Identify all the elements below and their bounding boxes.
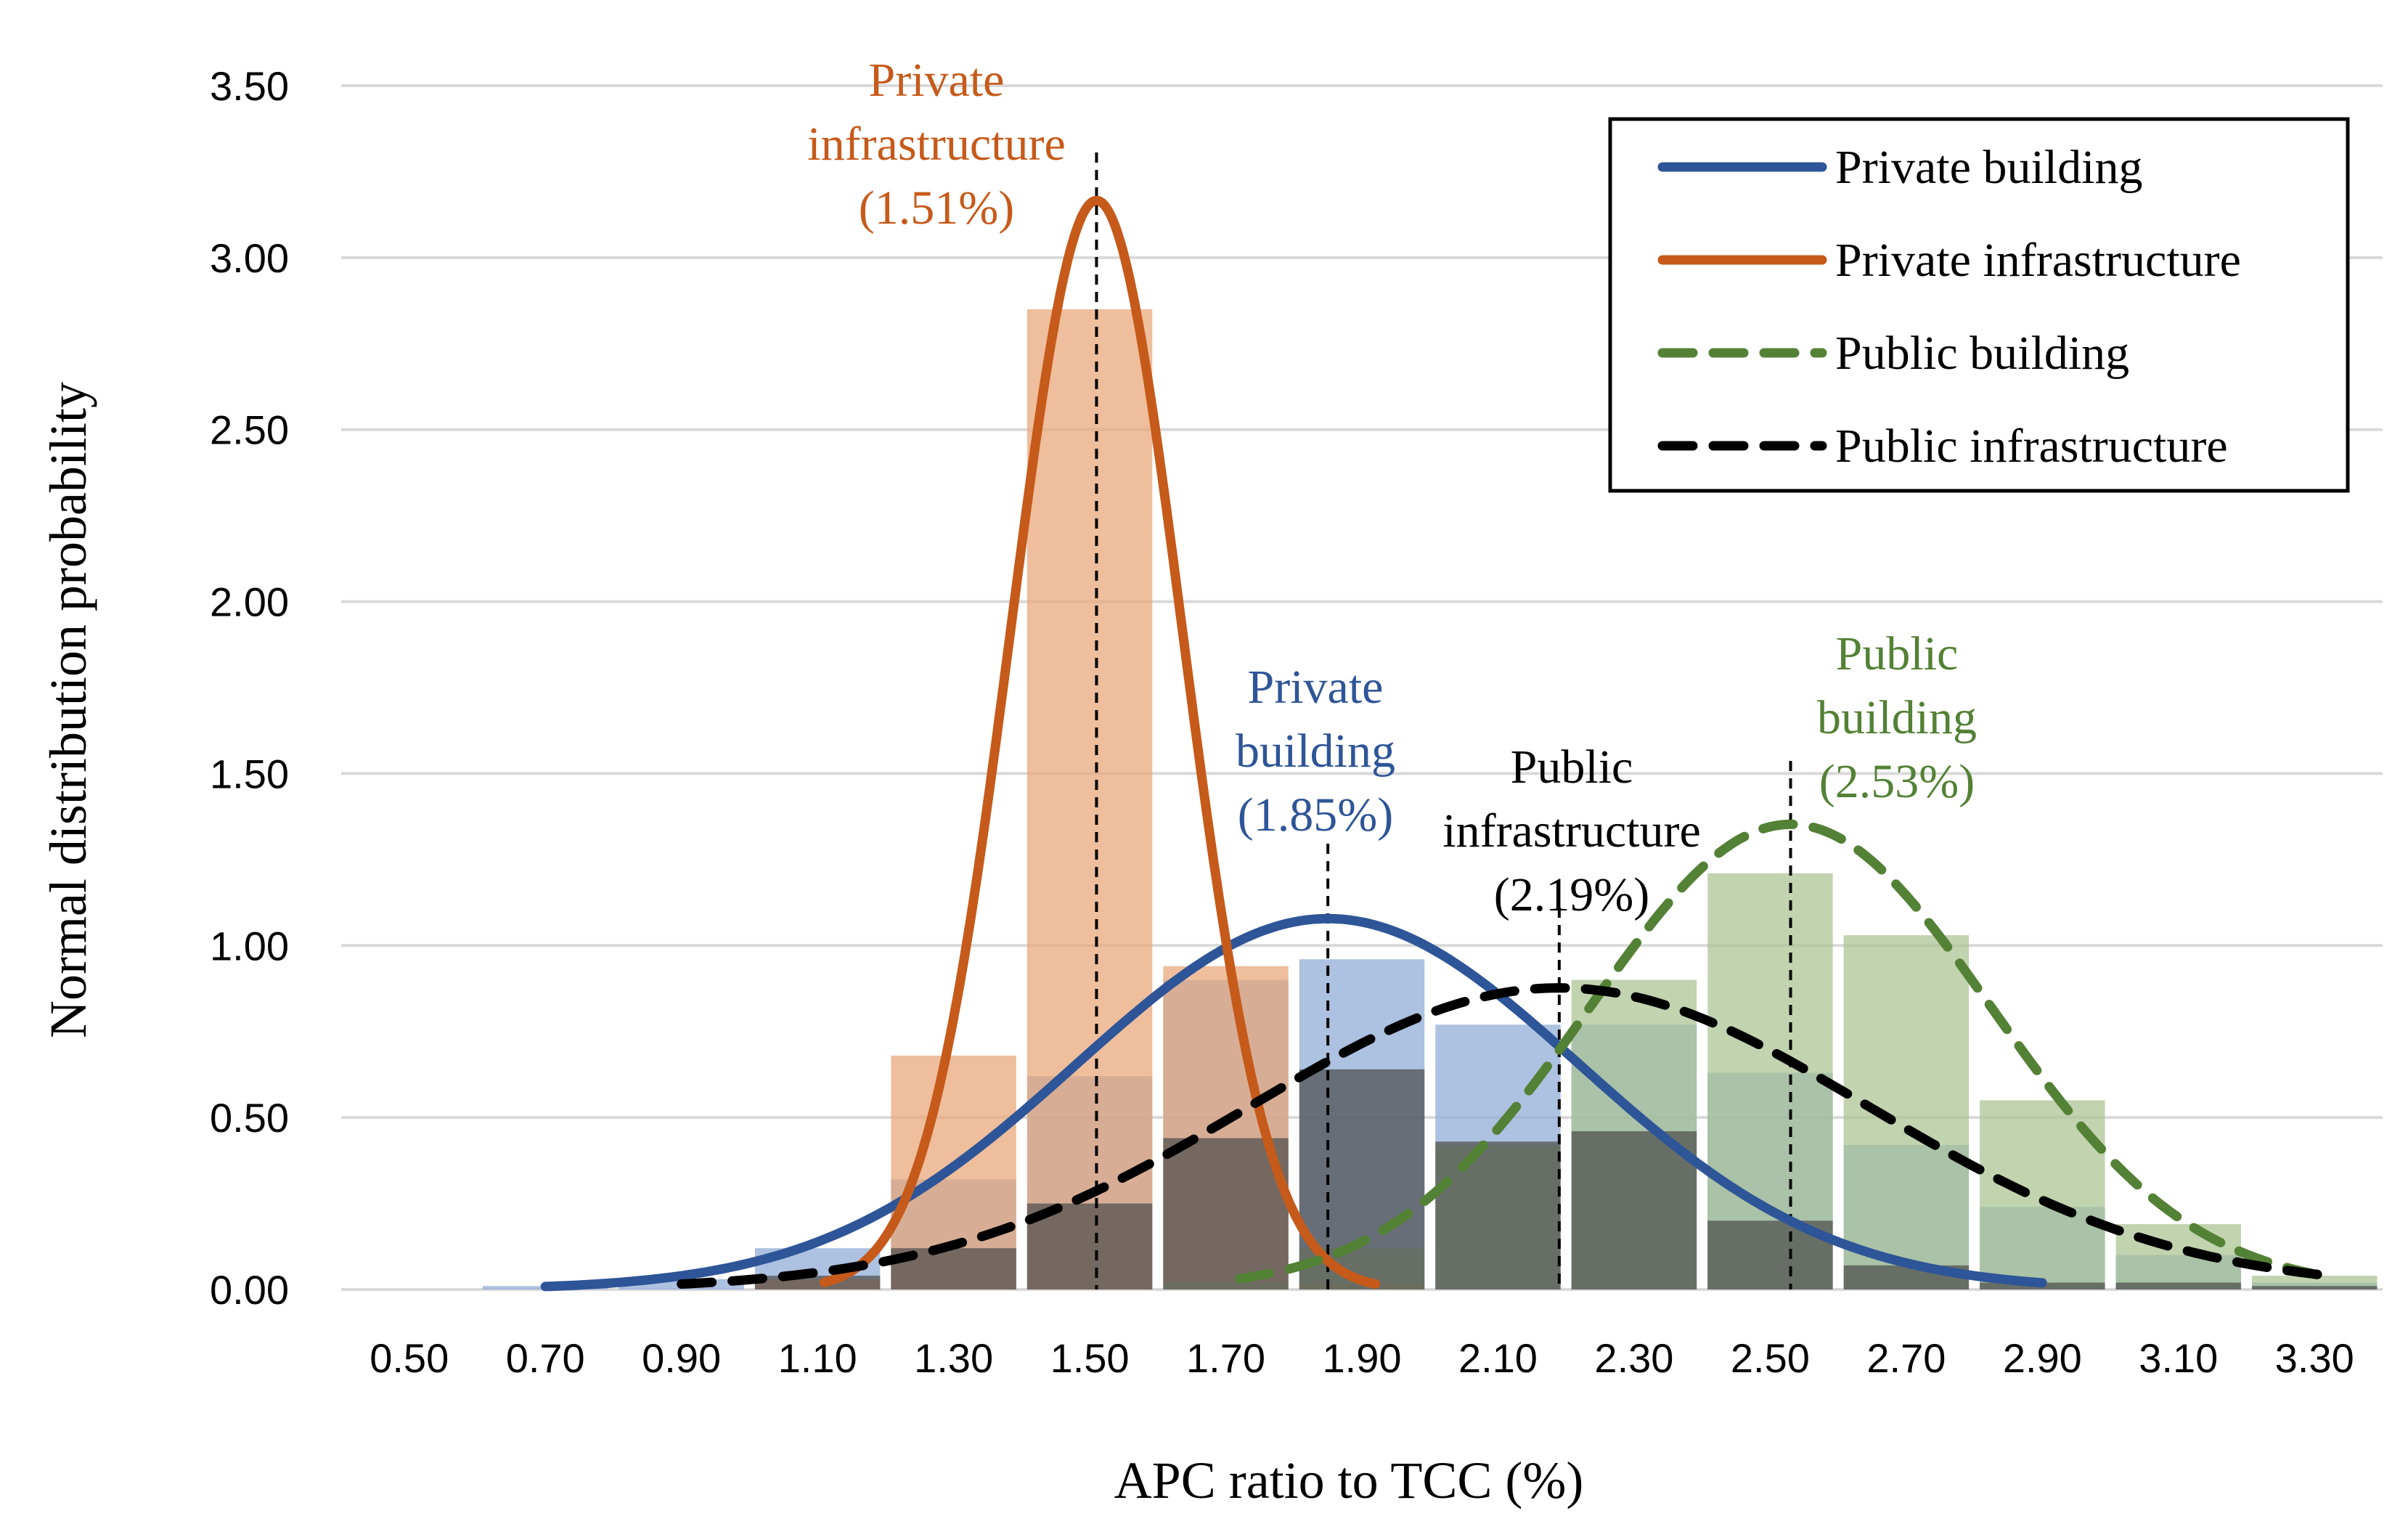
axes: APC ratio to TCC (%) Normal distribution… xyxy=(39,63,2354,1509)
y-axis-title: Normal distribution probability xyxy=(39,382,97,1038)
y-tick-label: 2.00 xyxy=(210,579,289,625)
x-tick-label: 1.70 xyxy=(1186,1335,1265,1381)
annotation-public-building: building xyxy=(1817,691,1977,744)
bar-public-building xyxy=(2115,1223,2242,1289)
legend-label-public-building: Public building xyxy=(1835,327,2129,380)
bar-public-infrastructure xyxy=(1435,1141,1561,1289)
x-tick-label: 2.10 xyxy=(1458,1335,1538,1381)
bar-public-infrastructure xyxy=(1163,1138,1289,1289)
x-tick-label: 0.90 xyxy=(642,1335,721,1381)
y-tick-label: 1.50 xyxy=(210,751,289,796)
annotation-private-building: Private xyxy=(1248,661,1384,714)
bar-public-infrastructure xyxy=(2115,1282,2242,1289)
y-tick-label: 3.50 xyxy=(210,63,289,109)
legend-label-private-infrastructure: Private infrastructure xyxy=(1835,234,2241,287)
bar-private-infrastructure xyxy=(1027,309,1153,1289)
y-tick-label: 3.00 xyxy=(210,235,289,281)
bar-public-infrastructure xyxy=(2252,1286,2378,1289)
x-tick-label: 2.90 xyxy=(2003,1335,2082,1381)
x-axis-title: APC ratio to TCC (%) xyxy=(1114,1451,1584,1509)
annotation-private-infrastructure: infrastructure xyxy=(807,118,1066,171)
legend-label-private-building: Private building xyxy=(1835,141,2142,194)
legend-label-public-infrastructure: Public infrastructure xyxy=(1835,420,2228,473)
curve-public-building xyxy=(1234,819,2333,1284)
annotation-private-building: (1.85%) xyxy=(1238,788,1393,841)
x-tick-label: 2.30 xyxy=(1594,1335,1673,1381)
annotation-public-infrastructure: infrastructure xyxy=(1442,804,1701,857)
y-tick-label: 0.50 xyxy=(210,1095,289,1141)
x-tick-label: 3.10 xyxy=(2139,1335,2218,1381)
distribution-curves xyxy=(540,195,2333,1292)
x-tick-label: 2.50 xyxy=(1731,1335,1810,1381)
curve-private-building xyxy=(540,913,2047,1292)
curve-public-infrastructure xyxy=(677,983,2333,1289)
annotation-private-infrastructure: Private xyxy=(869,54,1005,107)
annotation-public-infrastructure: (2.19%) xyxy=(1494,868,1649,921)
x-tick-label: 3.30 xyxy=(2275,1335,2354,1381)
y-tick-label: 2.50 xyxy=(210,407,289,453)
x-tick-label: 1.50 xyxy=(1050,1335,1130,1381)
gridlines xyxy=(341,84,2383,1291)
bar-public-building xyxy=(1843,935,1970,1289)
bar-public-building xyxy=(1707,873,1833,1289)
x-tick-label: 2.70 xyxy=(1866,1335,1946,1381)
annotation-private-infrastructure: (1.51%) xyxy=(859,182,1014,235)
x-tick-label: 0.50 xyxy=(370,1335,449,1381)
x-tick-label: 1.90 xyxy=(1323,1335,1402,1381)
annotations: Private infrastructure (1.51%) Private build… xyxy=(807,54,1977,921)
y-tick-label: 0.00 xyxy=(210,1267,289,1313)
x-tick-label: 1.10 xyxy=(778,1335,857,1381)
annotation-public-infrastructure: Public xyxy=(1511,741,1633,794)
x-tick-label: 1.30 xyxy=(914,1335,993,1381)
bar-public-infrastructure xyxy=(754,1276,881,1289)
legend: Private building Private infrastructure Pu… xyxy=(1608,117,2350,493)
annotation-private-building: building xyxy=(1236,725,1395,778)
annotation-public-building: (2.53%) xyxy=(1819,755,1975,808)
x-tick-label: 0.70 xyxy=(506,1335,585,1381)
legend-box xyxy=(1608,117,2350,493)
annotation-public-building: Public xyxy=(1836,627,1959,680)
bar-public-infrastructure xyxy=(1571,1131,1697,1289)
bar-public-infrastructure xyxy=(1027,1203,1153,1289)
y-tick-label: 1.00 xyxy=(210,923,289,969)
curve-private-infrastructure xyxy=(820,195,1381,1289)
